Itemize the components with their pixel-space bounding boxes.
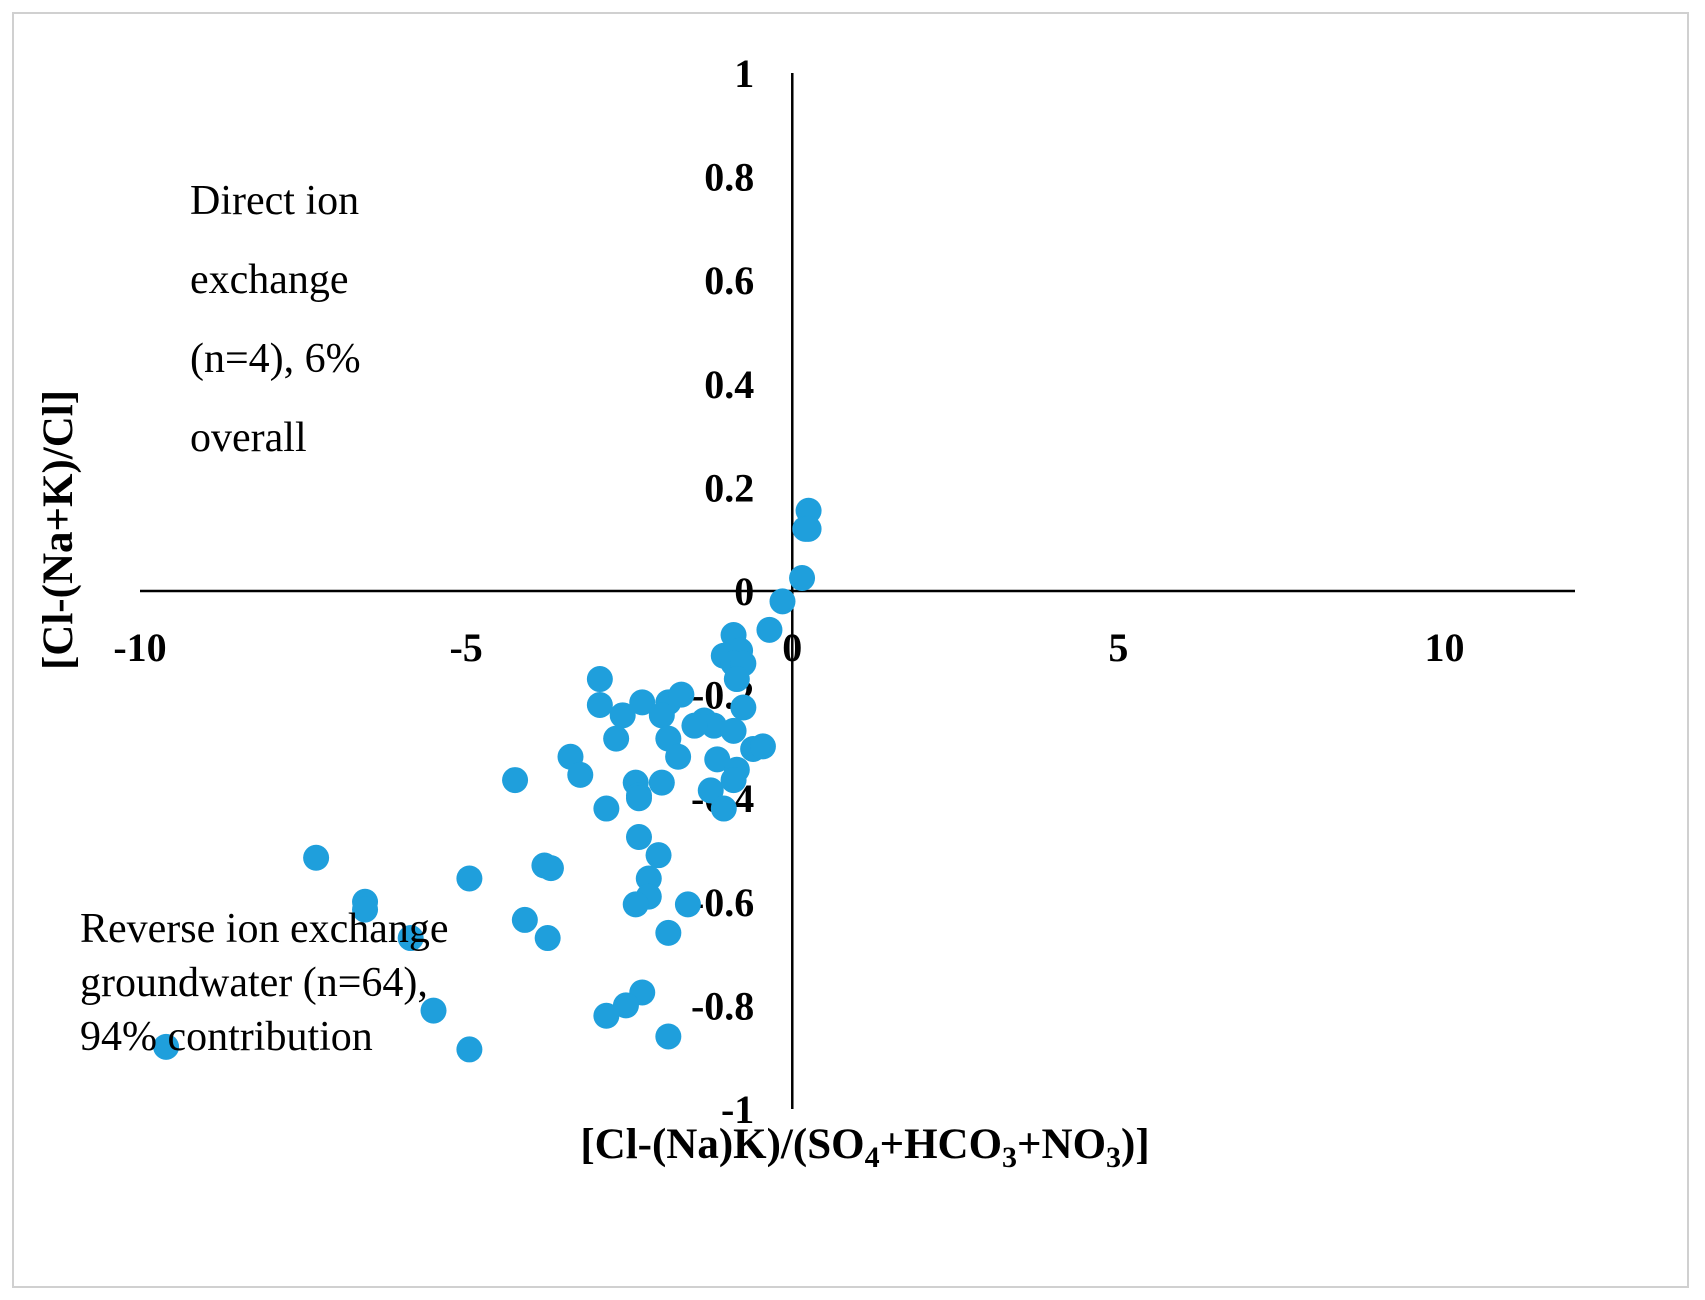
data-point [701,712,727,739]
data-point [635,865,662,892]
data-point [593,795,620,822]
data-point [648,702,675,729]
data-point [609,702,636,729]
data-point [625,785,652,812]
data-point [704,746,731,773]
data-point [153,1033,180,1060]
x-tick-labels: -10 -5 0 5 10 [113,625,1464,670]
annotation-direct-line: overall [190,415,307,461]
data-point [720,717,747,744]
data-point [612,992,639,1019]
data-point [648,769,675,796]
data-point [710,795,737,822]
axes [140,73,1575,1109]
data-point [511,906,538,933]
annotation-reverse-ion-exchange: Reverse ion exchange groundwater (n=64),… [80,906,449,1060]
data-point [397,925,424,952]
data-point [749,733,776,760]
data-point [655,919,682,946]
y-tick-label: -1 [721,1087,754,1132]
x-tick-label: -5 [449,625,482,670]
y-tick-label: 1 [734,51,754,96]
data-point [629,689,656,716]
data-point [645,842,672,869]
annotation-reverse-line: 94% contribution [80,1014,373,1060]
data-point [625,824,652,851]
x-tick-label: -10 [113,625,166,670]
data-point [665,743,692,770]
annotation-direct-ion-exchange: Direct ion exchange (n=4), 6% overall [190,178,361,461]
data-point [303,844,330,871]
data-point [537,855,564,882]
annotation-reverse-line: groundwater (n=64), [80,960,428,1006]
data-point [622,891,649,918]
y-tick-label: -0.6 [691,880,754,925]
data-point [420,997,447,1024]
x-tick-label: 5 [1108,625,1128,670]
y-axis-title: [Cl-(Na+K)/Cl] [35,390,82,670]
data-point [586,691,613,718]
x-axis-title: [Cl-(Na)K)/(SO4+HCO3+NO3)] [580,1121,1149,1174]
data-point [674,891,701,918]
data-point [593,1002,620,1029]
data-point [730,694,757,721]
annotation-reverse-line: Reverse ion exchange [80,906,449,952]
annotation-direct-line: (n=4), 6% [190,336,361,382]
data-point [697,777,724,804]
data-point [502,767,529,794]
data-point [789,565,816,592]
chart-frame [12,12,1689,1288]
y-tick-label: -0.8 [691,983,754,1028]
y-tick-label: 0.4 [704,362,754,407]
x-tick-label: 10 [1425,625,1465,670]
y-tick-label: 0.2 [704,465,754,510]
data-point [769,588,796,615]
annotation-direct-line: exchange [190,257,349,303]
y-tick-label: 0.6 [704,258,754,303]
data-points [153,497,822,1063]
data-point [668,681,695,708]
data-point [456,1036,483,1063]
data-point [756,616,783,643]
y-tick-label: 0 [734,569,754,614]
data-point [586,666,613,693]
data-point [723,666,750,693]
data-point [567,761,594,788]
x-tick-label: 0 [782,625,802,670]
data-point [534,925,561,952]
data-point [720,767,747,794]
data-point [681,712,708,739]
y-tick-label: 0.8 [704,155,754,200]
data-point [603,725,630,752]
data-point [456,865,483,892]
annotation-direct-line: Direct ion [190,178,359,224]
data-point [352,896,379,923]
data-point [655,1023,682,1050]
data-point [795,515,822,542]
